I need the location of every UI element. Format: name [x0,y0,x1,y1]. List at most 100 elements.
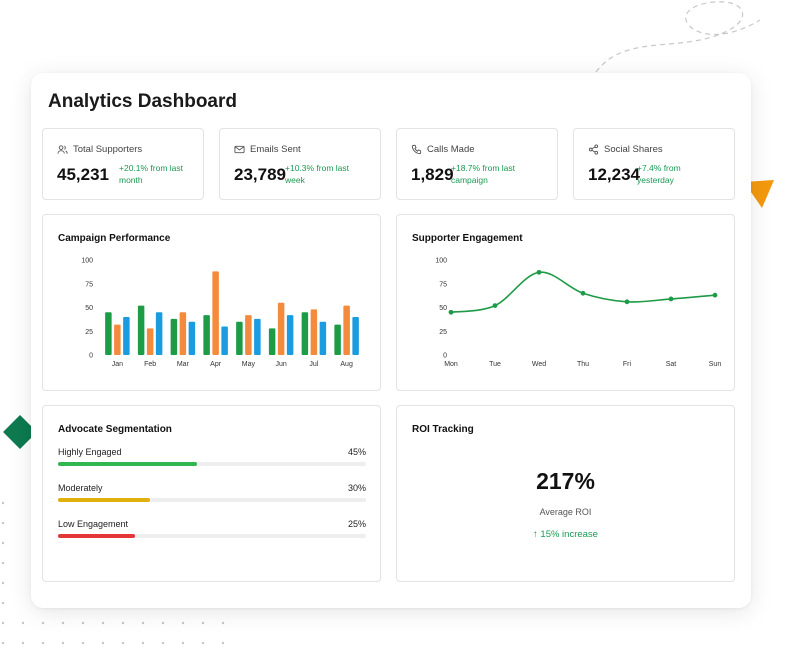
decor-dot [61,641,65,645]
stat-card-social-shares: Social Shares 12,234 +7.4% from yesterda… [573,128,735,200]
segment-percent: 30% [347,483,366,493]
stat-delta: +18.7% from last campaign [451,163,516,185]
stat-value: 45,231 [57,165,109,184]
roi-caption: Average ROI [539,507,592,517]
decor-dot [81,641,85,645]
roi-tracking-panel: ROI Tracking 217% Average ROI ↑ 15% incr… [396,405,735,582]
bar [334,324,341,355]
bar [188,321,196,355]
decor-dot [221,641,225,645]
stat-value: 23,789 [234,165,286,184]
bar [286,315,294,355]
advocate-segmentation-panel: Advocate Segmentation Highly Engaged 45%… [42,405,381,582]
stat-delta: +7.4% from yesterday [637,163,681,185]
decor-dot [121,621,125,625]
y-tick-label: 0 [89,353,93,360]
decor-dot [1,621,5,625]
data-point [624,299,630,305]
decor-dot [161,621,165,625]
bar [343,305,350,355]
decor-dot [221,621,225,625]
decor-dot [21,641,25,645]
x-tick-label: Tue [489,361,501,368]
y-tick-label: 50 [439,305,447,312]
segment-percent: 45% [347,447,366,457]
segment-fill [58,498,151,502]
data-point [668,296,674,302]
x-tick-label: Aug [340,361,353,368]
bar [155,312,163,355]
bar [310,309,318,355]
decor-dot [101,641,105,645]
x-tick-label: Mon [444,361,458,368]
x-tick-label: Apr [210,361,222,368]
decor-dot [161,641,165,645]
y-tick-label: 75 [439,281,447,288]
segment-track [58,498,366,502]
stat-delta: +10.3% from last week [285,163,350,185]
stat-label: Total Supporters [73,144,143,155]
dashboard-card: Analytics Dashboard Total Supporters 45,… [31,73,751,608]
bar [170,318,178,355]
data-point [448,309,454,315]
segment-fill [58,534,135,538]
segment-track [58,462,366,466]
x-tick-label: Fri [623,361,632,368]
segment-name: Moderately [58,483,103,493]
y-tick-label: 0 [443,353,447,360]
decor-dot [181,641,185,645]
data-point [712,292,718,298]
decor-dot [1,501,5,505]
decor-dot [101,621,105,625]
x-tick-label: Thu [577,361,589,368]
x-tick-label: Feb [144,361,156,368]
stat-value: 1,829 [411,165,454,184]
dashboard-title: Analytics Dashboard [48,91,237,112]
data-point [580,290,586,296]
bar [114,324,121,355]
bar [236,321,243,355]
supporter-engagement-panel: Supporter Engagement 0 25 50 75 100 Mon Tue Wed… [396,214,735,391]
stat-value: 12,234 [588,165,640,184]
x-tick-label: Jul [309,361,318,368]
phone-icon [411,144,422,155]
stat-card-calls-made: Calls Made 1,829 +18.7% from last campai… [396,128,558,200]
bar [146,328,154,355]
bar [319,321,327,355]
decor-dot [201,621,205,625]
data-point [492,303,498,308]
dot-grid-decoration [1,501,225,645]
data-point [536,269,542,275]
stat-label: Emails Sent [250,144,301,155]
dashed-loop-decoration [595,1,761,73]
y-tick-label: 25 [85,329,93,336]
roi-value: 217% [536,468,595,494]
panel-title: Advocate Segmentation [58,424,172,435]
decor-dot [1,521,5,525]
segment-percent: 25% [347,519,366,529]
campaign-bar-chart: 0 25 50 75 100 Jan Feb Mar Apr May Jun Jul Aug [81,258,359,368]
bar [203,315,210,355]
bar [212,271,219,355]
y-tick-label: 75 [85,281,93,288]
campaign-performance-panel: Campaign Performance 0 25 50 75 100 Jan Feb Mar… [42,214,381,391]
y-tick-label: 25 [439,329,447,336]
stat-label: Social Shares [604,144,663,155]
triangle-decoration [744,180,774,208]
segment-name: Low Engagement [58,519,129,529]
x-tick-label: Sat [666,361,677,368]
y-tick-label: 100 [81,258,93,265]
stat-delta: +20.1% from last month [119,163,184,185]
decor-dot [1,601,5,605]
decor-dot [41,621,45,625]
decor-dot [1,541,5,545]
decor-dot [121,641,125,645]
decor-dot [81,621,85,625]
engagement-line-chart: 0 25 50 75 100 Mon Tue Wed Thu Fri Sat Sun [435,258,721,369]
bar [179,312,187,355]
y-tick-label: 50 [85,305,93,312]
decor-dot [141,621,145,625]
bar [268,328,276,355]
decor-dot [1,581,5,585]
segment-track [58,534,366,538]
